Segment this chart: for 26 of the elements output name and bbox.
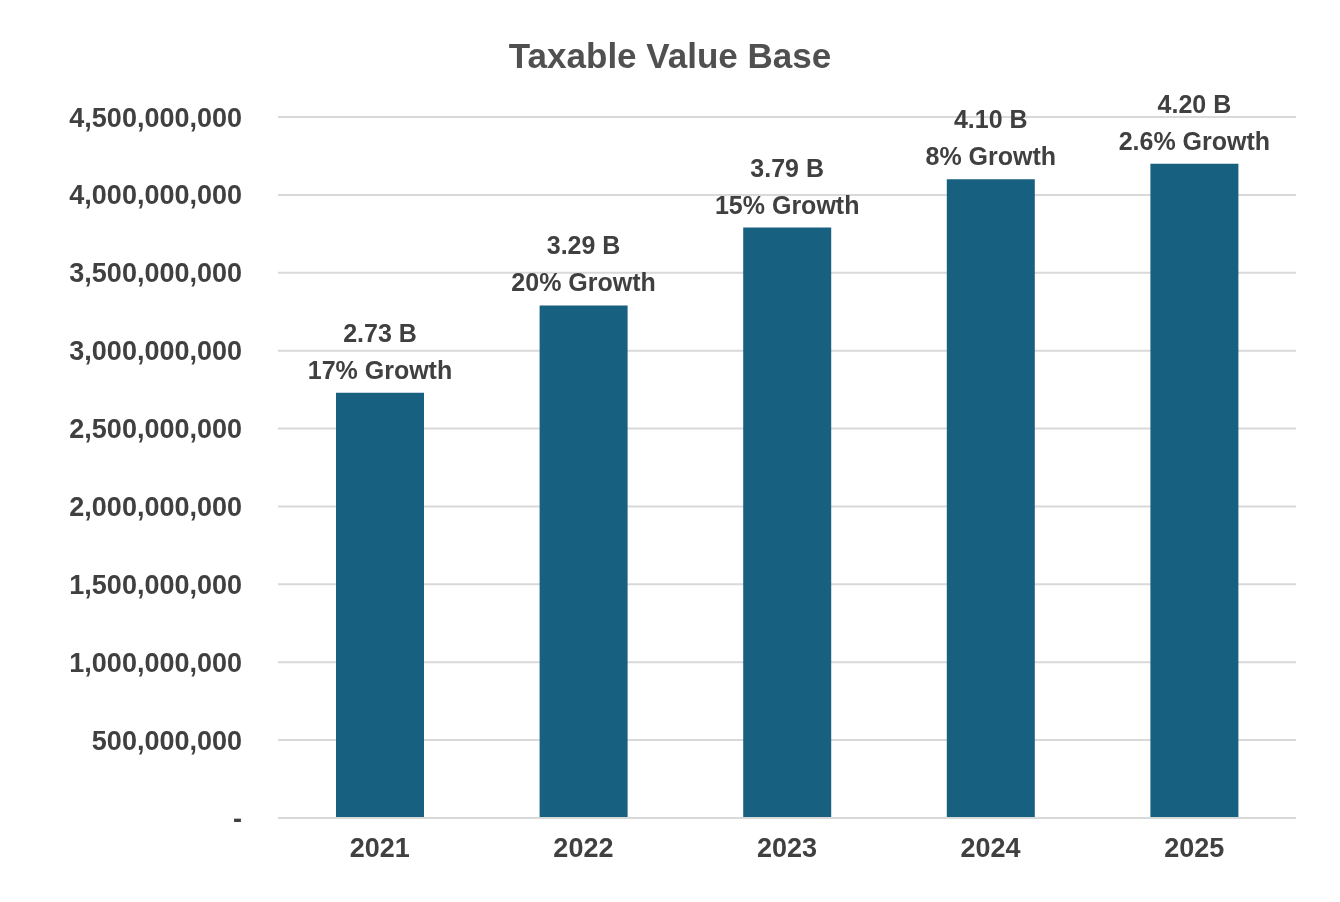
y-tick-label: 500,000,000 (91, 725, 242, 756)
y-tick-label: 2,000,000,000 (69, 492, 242, 523)
chart-title: Taxable Value Base (507, 36, 833, 76)
bar (539, 305, 628, 818)
y-tick-label: 4,000,000,000 (69, 180, 242, 211)
y-tick-label: 2,500,000,000 (69, 414, 242, 445)
bar (1150, 163, 1239, 818)
x-tick-label: 2023 (756, 833, 818, 864)
x-tick-label: 2021 (349, 833, 410, 864)
x-tick-label: 2022 (553, 833, 614, 864)
y-tick-label: 3,500,000,000 (69, 258, 242, 289)
data-label: 3.79 B 15% Growth (714, 153, 860, 219)
x-tick-label: 2025 (1164, 833, 1225, 864)
bar (946, 179, 1035, 818)
y-tick-label: 3,000,000,000 (69, 336, 242, 367)
y-tick-label: 1,500,000,000 (69, 569, 242, 600)
y-tick-label: 4,500,000,000 (69, 102, 242, 133)
bar (743, 227, 832, 818)
x-tick-label: 2024 (960, 833, 1021, 864)
bar (336, 392, 424, 818)
data-label: 4.10 B 8% Growth (925, 105, 1057, 171)
y-tick-label: 1,000,000,000 (69, 647, 242, 678)
data-label: 3.29 B 20% Growth (511, 231, 656, 297)
data-label: 4.20 B 2.6% Growth (1118, 89, 1271, 155)
data-label: 2.73 B 17% Growth (307, 318, 453, 384)
y-tick-label: - (233, 803, 242, 834)
